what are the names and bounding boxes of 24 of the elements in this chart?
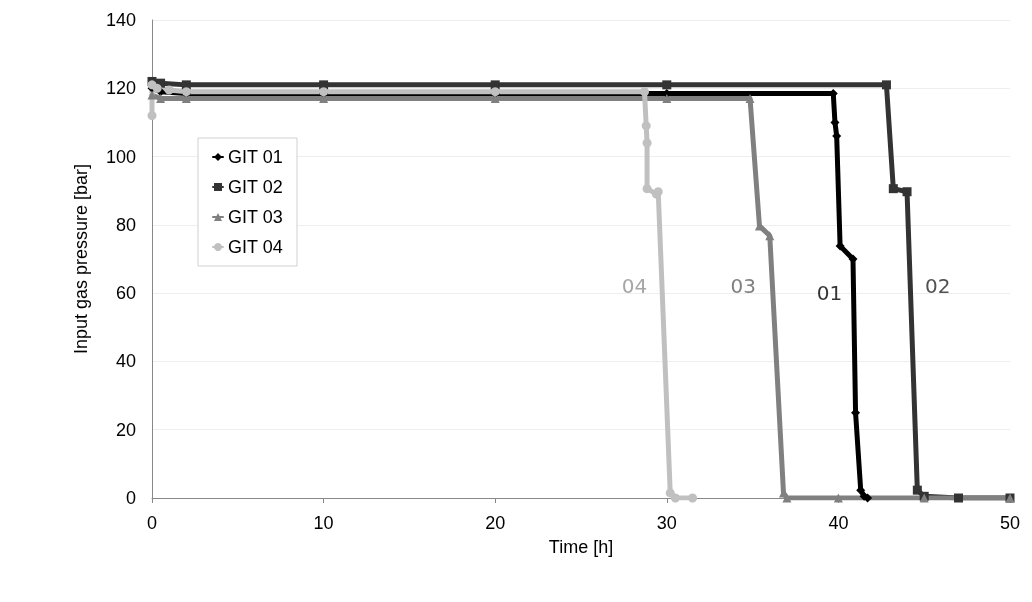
y-tick-label: 20 — [115, 419, 136, 440]
y-tick-label: 140 — [105, 10, 136, 30]
y-axis-title: Input gas pressure [bar] — [71, 163, 91, 355]
x-tick-label: 20 — [485, 513, 506, 533]
x-tick-label: 0 — [146, 513, 158, 533]
y-tick-label: 40 — [115, 351, 136, 372]
x-tick-label: 50 — [999, 513, 1021, 533]
x-tick-label: 40 — [828, 513, 849, 533]
annotation: 03 — [730, 274, 757, 299]
legend-label: GIT 02 — [228, 177, 283, 197]
y-tick-label: 80 — [115, 214, 136, 235]
legend-label: GIT 01 — [228, 147, 283, 167]
y-tick-label: 0 — [125, 488, 136, 508]
annotation: 04 — [621, 274, 648, 299]
annotation: 01 — [816, 281, 843, 306]
y-tick-label: 60 — [115, 283, 136, 304]
annotation: 02 — [925, 274, 951, 299]
legend-label: GIT 04 — [228, 237, 283, 257]
y-tick-label: 100 — [105, 146, 136, 167]
x-tick-label: 10 — [313, 513, 334, 533]
x-tick-label: 30 — [656, 513, 677, 533]
legend-label: GIT 03 — [228, 207, 283, 227]
x-axis-title: Time [h] — [548, 537, 614, 557]
y-tick-label: 120 — [105, 78, 136, 99]
